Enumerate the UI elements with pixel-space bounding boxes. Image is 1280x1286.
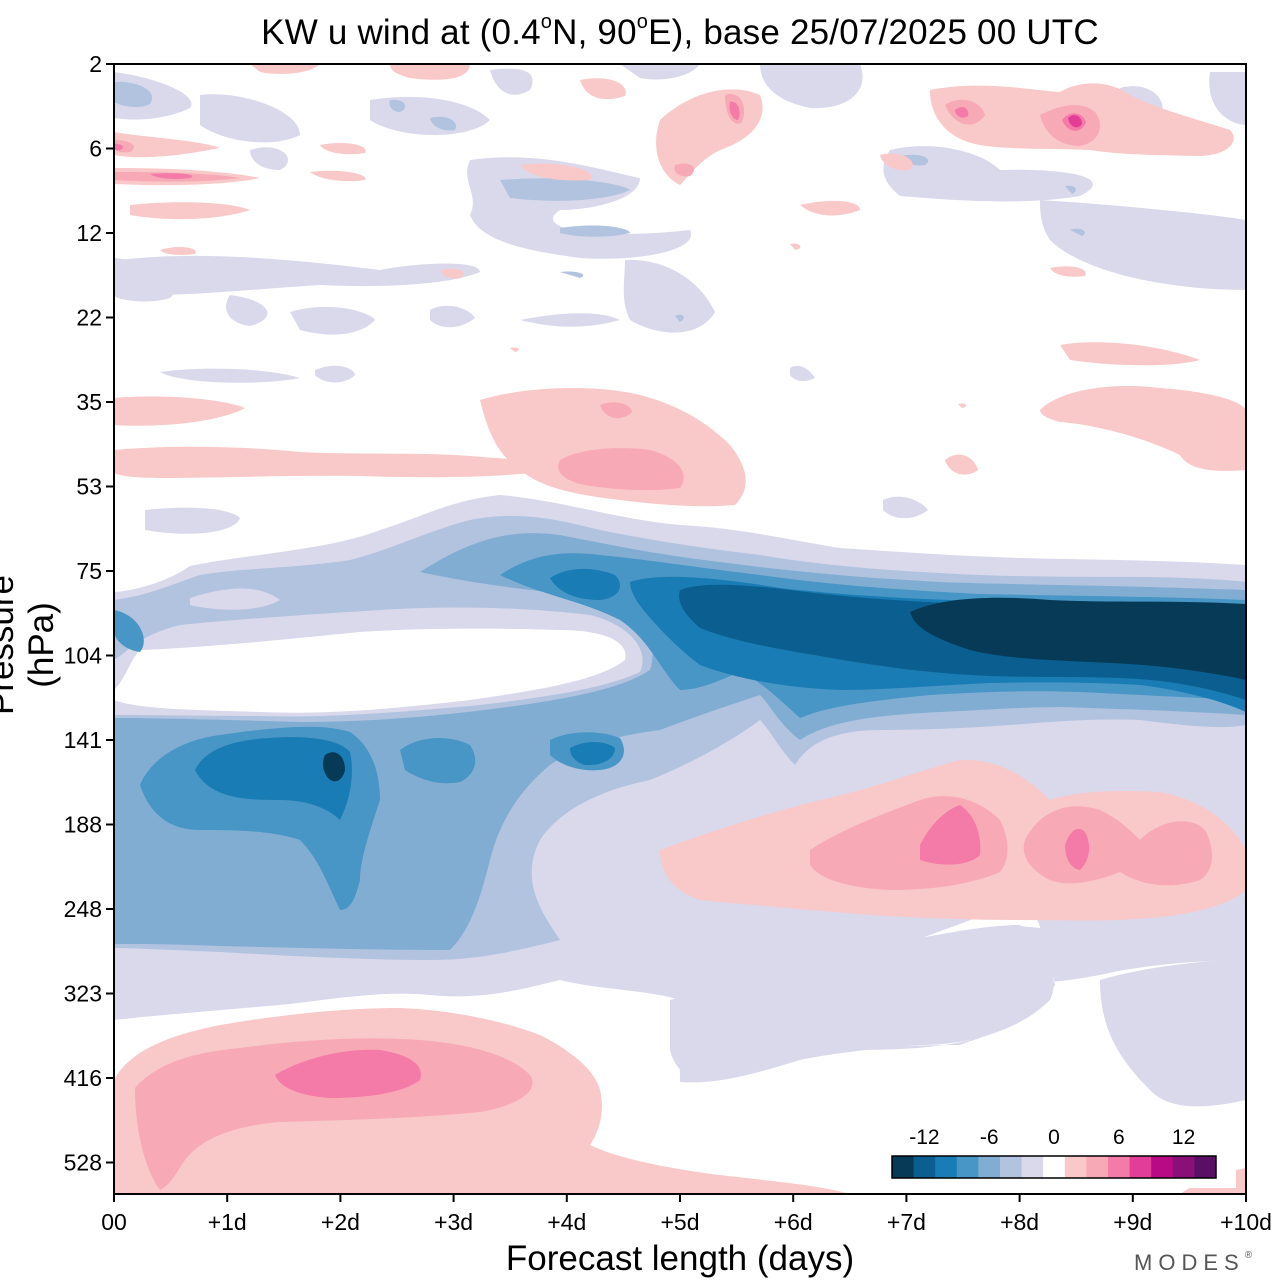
y-tick-label: 188 [64, 812, 102, 838]
brand-mark: ® [1244, 1250, 1253, 1261]
legend-swatch [1172, 1156, 1195, 1178]
legend-labels: -12 -6 0 6 12 [909, 1126, 1195, 1149]
x-axis-label: Forecast length (days) [505, 1239, 855, 1278]
x-tick-label: +1d [208, 1209, 247, 1235]
contour-level-minus-14 [910, 597, 1246, 680]
contour-level-plus-8 [1068, 115, 1082, 128]
legend-swatch [1000, 1156, 1023, 1178]
y-tick-label: 2 [89, 51, 102, 77]
x-tick-label: +2d [321, 1209, 360, 1235]
y-axis: 2 6 12 22 35 53 75 104 141 188 248 323 416 528 [64, 51, 114, 1176]
chart-title: KW u wind at (0.4oN, 90oE), base 25/07/2… [261, 11, 1099, 52]
colorbar-legend: -12 -6 0 6 12 [862, 1122, 1236, 1188]
legend-swatch [1021, 1156, 1044, 1178]
y-tick-label: 12 [76, 220, 102, 246]
brand-logo: MODES® [1134, 1250, 1252, 1276]
contour-level-plus-6 [114, 101, 1090, 1098]
legend-swatch [1194, 1156, 1217, 1178]
x-tick-label: +8d [1000, 1209, 1039, 1235]
y-tick-label: 35 [76, 389, 102, 415]
x-tick-label: +4d [547, 1209, 586, 1235]
x-tick-label: +5d [660, 1209, 699, 1235]
legend-swatch [1129, 1156, 1152, 1178]
legend-swatch [978, 1156, 1001, 1178]
legend-swatch [935, 1156, 958, 1178]
brand-name: MODES [1134, 1250, 1245, 1275]
y-tick-label: 141 [64, 727, 102, 753]
legend-swatch [1064, 1156, 1087, 1178]
x-axis: 00 +1d +2d +3d +4d +5d +6d +7d +8d +9d +10d [101, 1194, 1272, 1235]
y-tick-label: 104 [64, 643, 103, 669]
legend-frame [891, 1155, 1217, 1179]
y-tick-label: 6 [89, 136, 102, 162]
x-tick-label: +9d [1113, 1209, 1152, 1235]
legend-swatch [1043, 1156, 1066, 1178]
y-tick-label: 75 [76, 558, 102, 584]
y-tick-label: 323 [64, 981, 102, 1007]
wind-field [114, 64, 1246, 1194]
legend-swatch [913, 1156, 936, 1178]
x-tick-label: 00 [101, 1209, 127, 1235]
y-axis-label: Pressure (hPa) [0, 574, 61, 716]
y-tick-label: 416 [64, 1065, 102, 1091]
legend-swatch [892, 1156, 915, 1178]
x-tick-label: +7d [887, 1209, 926, 1235]
legend-tick-label: 12 [1172, 1126, 1195, 1149]
legend-swatch [1086, 1156, 1109, 1178]
y-tick-label: 22 [76, 305, 102, 331]
legend-tick-label: -12 [909, 1126, 939, 1149]
y-tick-label: 53 [76, 474, 102, 500]
legend-swatch [1151, 1156, 1174, 1178]
legend-tick-label: -6 [980, 1126, 999, 1149]
legend-swatches [891, 1155, 1217, 1179]
legend-swatch [1108, 1156, 1131, 1178]
x-tick-label: +10d [1220, 1209, 1272, 1235]
legend-tick-label: 6 [1113, 1126, 1125, 1149]
y-tick-label: 528 [64, 1150, 102, 1176]
x-tick-label: +3d [434, 1209, 473, 1235]
legend-tick-label: 0 [1048, 1126, 1060, 1149]
y-tick-label: 248 [64, 896, 102, 922]
legend-swatch [956, 1156, 979, 1178]
x-tick-label: +6d [774, 1209, 813, 1235]
